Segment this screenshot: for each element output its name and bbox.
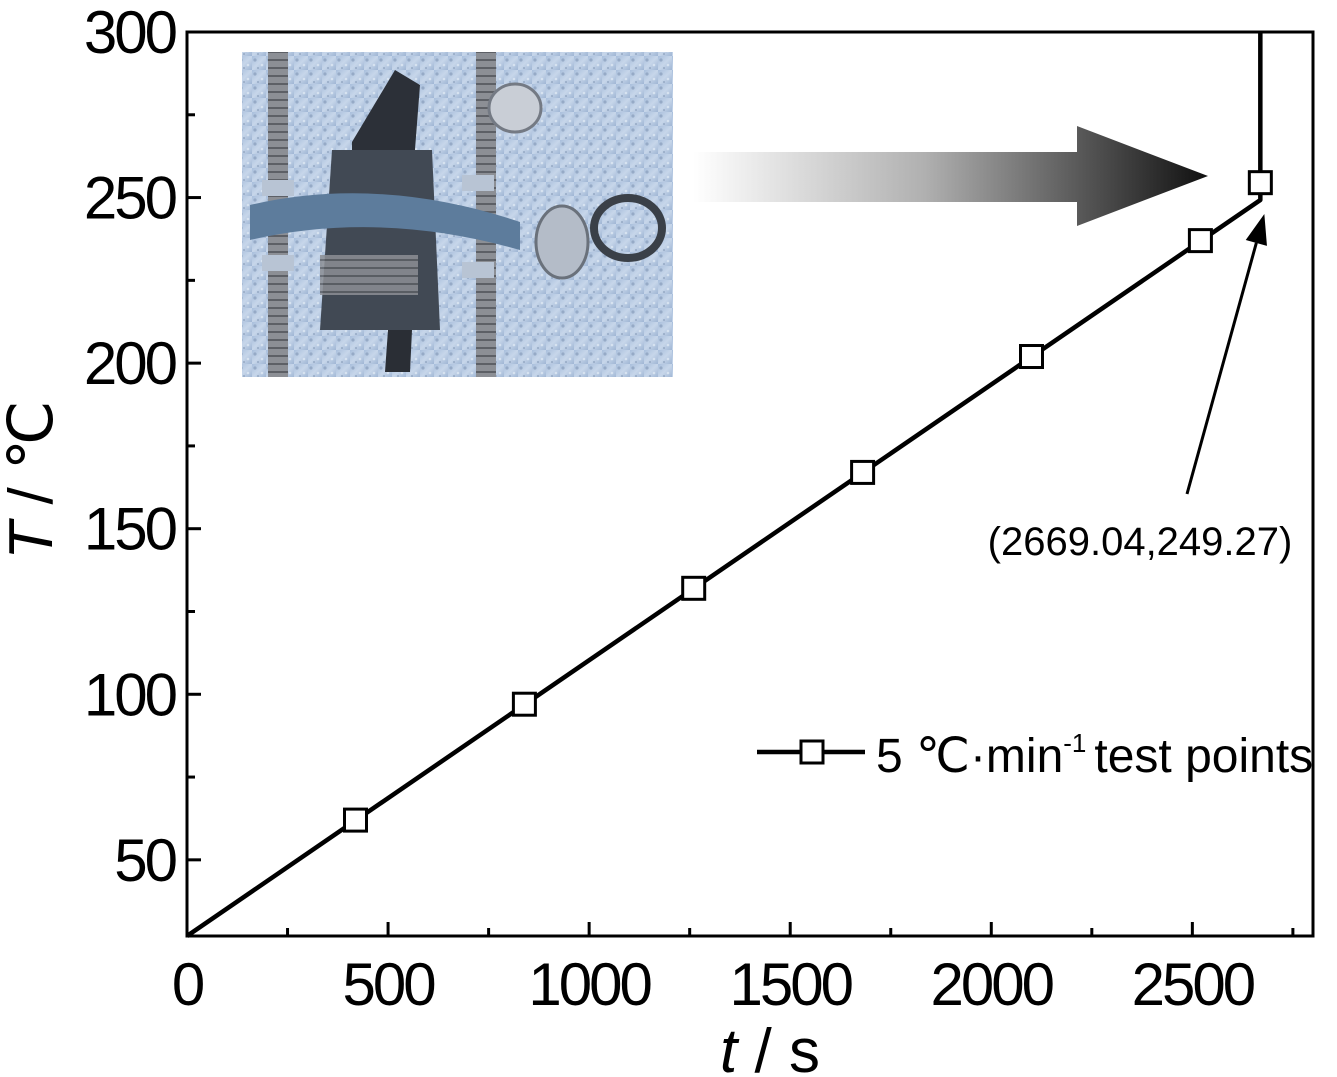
data-point-marker — [511, 691, 537, 717]
y-tick-label: 50 — [114, 827, 176, 894]
x-tick-label: 1000 — [528, 951, 651, 1018]
series-markers — [342, 170, 1273, 833]
legend-label-suffix: test points — [1094, 730, 1313, 783]
plot-frame — [185, 30, 1315, 938]
y-tick-label: 150 — [84, 496, 177, 563]
x-axis-title: t / s — [720, 1017, 820, 1077]
gradient-arrow — [693, 126, 1208, 226]
data-point-marker — [1187, 228, 1213, 254]
x-tick-label: 1500 — [729, 951, 852, 1018]
y-axis-title-variable: T — [0, 518, 66, 560]
annotation-label: (2669.04,249.27) — [988, 520, 1293, 564]
legend-label-superscript: -1 — [1063, 728, 1086, 758]
y-tick-label: 300 — [84, 0, 177, 66]
legend-label: 5 ℃·min-1 test points — [876, 728, 1313, 783]
data-point-marker — [1019, 344, 1044, 370]
x-axis-title-variable: t — [720, 1017, 740, 1077]
y-axis-title-unit: / ℃ — [0, 400, 66, 521]
x-axis-title-unit: / s — [737, 1017, 820, 1077]
inset-photo — [242, 52, 673, 377]
data-point-marker — [1247, 170, 1273, 196]
x-tick-label: 500 — [343, 951, 436, 1018]
data-point-marker — [681, 575, 707, 601]
x-tick-label: 0 — [172, 951, 204, 1018]
legend: 5 ℃·min-1 test points — [757, 728, 1313, 783]
legend-marker-sample — [799, 739, 825, 765]
y-tick-label: 100 — [84, 661, 177, 728]
y-tick-label: 250 — [84, 165, 177, 232]
data-point-marker — [342, 807, 368, 833]
y-axis-title: T / ℃ — [0, 400, 66, 559]
x-axis: 0 500 1000 1500 2000 2500 — [172, 922, 1295, 1018]
series-line — [185, 32, 1263, 938]
x-tick-label: 2000 — [931, 951, 1054, 1018]
legend-label-prefix: 5 ℃·min — [876, 730, 1063, 783]
y-tick-label: 200 — [84, 330, 177, 397]
data-point-marker — [850, 459, 876, 485]
x-tick-label: 2500 — [1132, 951, 1255, 1018]
annotation-arrow — [1185, 213, 1267, 495]
y-axis: 50 100 150 200 250 300 — [84, 0, 201, 894]
